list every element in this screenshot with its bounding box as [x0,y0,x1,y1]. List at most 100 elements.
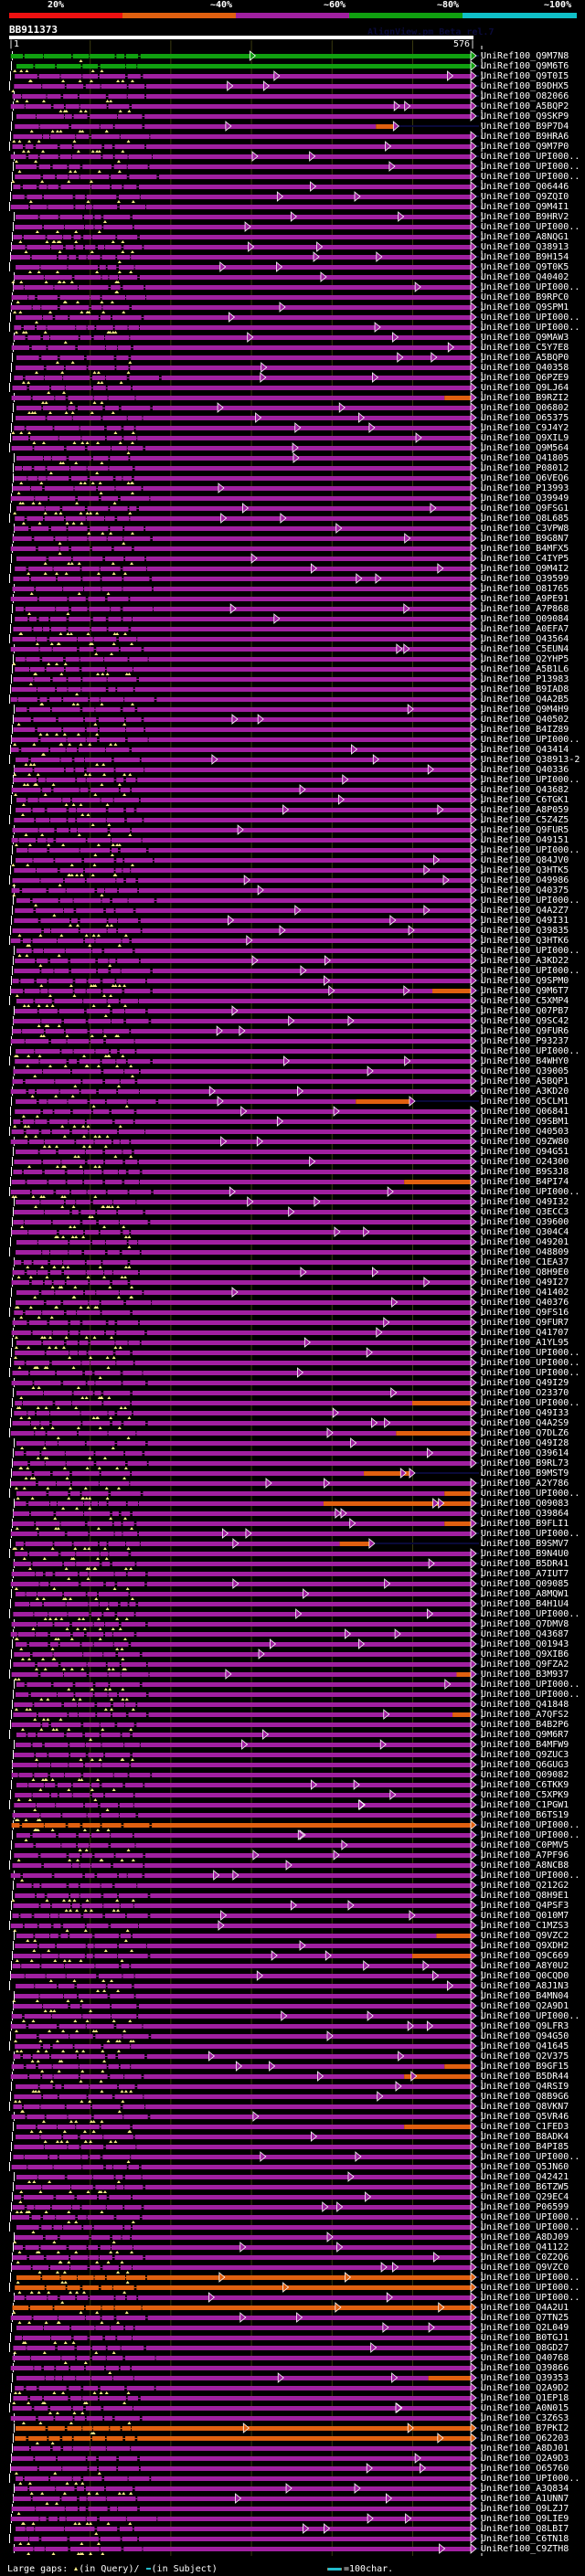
alignment-segment [56,607,69,611]
alignment-segment [36,1893,45,1898]
alignment-segment [54,1109,71,1114]
alignment-segment [14,1210,44,1214]
query-gap-marker [19,1648,24,1650]
alignment-segment [71,1622,93,1627]
query-gap-marker [86,632,90,635]
gap-line [42,1604,44,1605]
alignment-segment [94,1391,101,1395]
gap-line [42,2006,44,2007]
gap-line [88,2257,90,2258]
frame-arrow-icon [470,1136,477,1147]
alignment-segment [24,2155,48,2159]
query-gap-marker [32,1949,37,1952]
alignment-segment [37,1592,63,1596]
gap-line [69,1192,71,1193]
gap-line [36,2066,38,2067]
query-gap-marker [89,1356,93,1359]
alignment-segment [21,747,49,752]
gap-line [106,1001,108,1002]
gap-line [156,176,160,177]
gap-line [42,1744,45,1745]
query-gap-marker [130,250,134,253]
alignment-segment [60,1552,76,1556]
alignment-segment [43,928,50,933]
frame-arrow-icon [470,1779,477,1790]
query-gap-marker [57,281,61,283]
alignment-segment [127,416,143,420]
query-gap-marker [108,1688,112,1691]
start-marker [9,1489,10,1498]
query-gap-marker [79,110,83,112]
query-gap-marker [61,80,66,82]
frame-arrow-icon [470,905,477,916]
gap-line [17,1775,19,1776]
alignment-segment [37,295,58,300]
alignment-segment [14,1361,25,1365]
alignment-segment [77,406,103,410]
frame-arrow-icon [303,1337,311,1348]
alignment-segment [139,235,473,239]
alignment-segment [95,938,122,943]
gap-line [77,2277,79,2278]
gap-line [70,1634,73,1635]
alignment-segment [147,1381,473,1385]
gap-line [61,1021,64,1022]
query-gap-marker [44,281,48,283]
gap-line [133,1976,135,1977]
gap-line [108,468,110,469]
gap-line [52,2086,56,2087]
gap-line [129,1031,132,1032]
alignment-segment [11,345,30,350]
query-gap-marker [112,502,117,504]
frame-arrow-icon [350,1437,357,1448]
alignment-segment-orange [444,396,473,400]
frame-arrow-icon [470,151,477,162]
query-gap-marker [61,1235,66,1238]
query-gap-marker [100,894,104,896]
gap-line [68,1493,71,1494]
gap-line [43,458,45,459]
start-marker [10,1479,11,1488]
alignment-segment [14,2145,44,2149]
alignment-segment [82,164,112,169]
start-marker [12,664,13,673]
gap-line [87,478,90,479]
alignment-segment [152,1059,473,1064]
alignment-segment [133,2245,473,2250]
query-gap-marker [91,2120,96,2123]
alignment-segment [119,1290,143,1295]
query-gap-marker [88,1145,92,1148]
gap-line [66,679,69,680]
alignment-segment [118,265,134,270]
gap-line [45,1976,47,1977]
alignment-segment [113,758,140,762]
query-gap-marker [107,823,112,826]
gap-line [46,890,49,891]
alignment-segment [144,717,473,722]
gap-line [116,639,119,640]
alignment-segment [38,617,49,621]
query-gap-marker [58,461,63,464]
alignment-segment [146,979,473,983]
alignment-segment [84,225,94,229]
query-gap-marker [40,833,45,836]
gap-line [85,1021,89,1022]
start-marker [10,2092,11,2101]
frame-arrow-icon [470,1799,477,1810]
alignment-segment [62,506,85,511]
query-gap-marker [115,2040,120,2042]
query-gap-marker [74,2221,79,2223]
alignment-segment [124,858,153,863]
gap-line [95,960,99,961]
gap-line [34,1523,37,1524]
frame-arrow-icon [470,2211,477,2222]
query-gap-marker [63,663,68,665]
alignment-segment [60,758,72,762]
gap-line [57,1232,59,1233]
alignment-segment [122,567,146,571]
query-gap-marker [35,1999,39,2002]
query-gap-marker [98,1758,102,1761]
gap-line [104,438,107,439]
query-gap-marker [90,874,95,876]
gap-line [83,1805,85,1806]
